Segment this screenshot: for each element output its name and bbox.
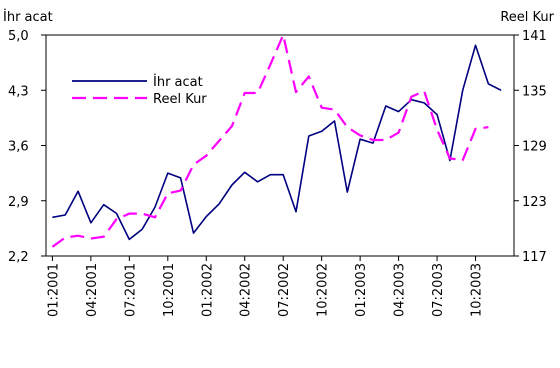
series-layer [51,33,502,248]
x-tick-label: 10:2003 [470,263,485,317]
left-tick-label: 4,3 [8,84,29,99]
x-tick-label: 04:2003 [393,263,408,317]
left-y-axis: 2,2 2,9 3,6 4,3 5,0 [8,29,46,265]
left-tick-label: 3,6 [8,140,29,155]
plot-border [45,34,515,257]
left-tick-label: 5,0 [8,29,29,44]
series-line-1 [51,33,489,248]
x-tick-label: 01:2001 [46,263,61,317]
legend-label-reel-kur: Reel Kur [153,92,207,107]
x-axis: 01:2001 04:2001 07:2001 10:2001 01:2002 04:20… [46,256,485,317]
x-tick-label: 01:2003 [354,263,369,317]
right-y-axis: 117 123 129 135 141 [514,29,547,265]
left-tick-label: 2,9 [8,195,29,210]
right-tick-label: 129 [522,140,547,155]
x-tick-label: 10:2001 [162,263,177,317]
x-tick-label: 07:2001 [123,263,138,317]
x-tick-label: 10:2002 [316,263,331,317]
legend-label-ihracat: İhr acat [153,74,203,90]
right-tick-label: 141 [522,29,547,44]
right-tick-label: 117 [522,250,547,265]
x-tick-label: 04:2001 [85,263,100,317]
right-tick-label: 123 [522,195,547,210]
left-axis-title: İhr acat [3,9,53,25]
left-tick-label: 2,2 [8,250,29,265]
x-tick-label: 07:2003 [431,263,446,317]
plot-area [45,34,515,257]
x-tick-label: 07:2002 [277,263,292,317]
right-tick-label: 135 [522,84,547,99]
x-tick-label: 01:2002 [200,263,215,317]
right-axis-title: Reel Kur [500,10,554,25]
series-line-0 [52,44,502,241]
legend: İhr acat Reel Kur [72,74,207,107]
x-tick-label: 04:2002 [239,263,254,317]
